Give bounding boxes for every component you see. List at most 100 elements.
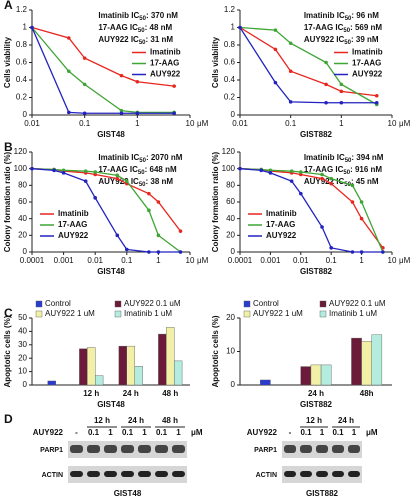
marker [125,247,129,252]
bar [79,348,88,386]
blot-band [316,471,328,477]
marker [115,173,120,178]
blot-band [155,471,168,477]
dose-label: 1 [176,428,181,437]
y-tick-label: 80 [18,180,27,189]
annotation-text: 17-AAG IC [304,165,344,174]
y-tick-label: 120 [222,147,236,156]
y-tick-label: 0 [23,247,28,256]
marker [374,100,379,105]
marker [268,171,273,175]
y-tick-label: 10 [226,347,235,356]
x-tick-label: 0.01 [87,256,103,265]
marker [156,200,161,204]
row-label: ACTIN [256,472,277,479]
line [31,168,181,253]
annotation: Imatinib IC50: 2070 nM [98,153,182,163]
bar [158,333,167,386]
dose-label: 1 [142,428,147,437]
y-tick-label: 1.2 [16,5,28,14]
x-axis-label: GIST882 [300,400,333,409]
dose-label: 1 [352,428,357,437]
bar [371,334,383,386]
bar [166,327,175,386]
y-axis-label: Colony formation ratio (%) [3,151,12,252]
marker [359,200,364,204]
x-tick-label: 10 [388,256,397,265]
marker [339,89,344,94]
marker [288,41,293,46]
annotation: 17-AAG IC50: 916 nM [304,165,383,175]
annotation-text: AUY922 IC [98,35,139,44]
blot-band [300,445,312,453]
y-tick-label: 100 [14,164,28,173]
bar [351,337,362,386]
y-tick-label: 0.2 [224,93,236,102]
annotation-sub: 50 [139,182,146,188]
x-tick-label: 0.001 [260,256,281,265]
marker [320,176,324,181]
marker [178,250,183,254]
cell-label: GIST882 [306,489,339,498]
legend-label: AUY922 [150,70,181,79]
y-tick-label: 60 [18,197,27,206]
time-label: 12 h [94,416,110,425]
blot-band [332,471,344,477]
annotation-text: : 2070 nM [146,153,183,162]
line [239,27,377,104]
blot-band [172,445,185,453]
marker [119,108,124,113]
marker [172,111,176,116]
blot-band [87,445,100,453]
legend-label: Imatinib [352,48,383,57]
marker [289,169,294,173]
annotation: Imatinib IC50: 394 nM [304,153,384,163]
blot-band [172,471,185,477]
y-tick-label: 0.6 [224,58,236,67]
bar [47,380,56,386]
x-tick-label: 10 [186,256,195,265]
annotation-text: AUY922 IC [304,177,345,186]
blot-band [348,445,360,453]
y-tick-label: 30 [18,340,27,349]
line [239,168,383,253]
annotation-sub: 50 [139,16,146,22]
y-tick-label: 0.8 [16,40,28,49]
line [239,26,378,106]
y-axis-label: Apoptotic cells (%) [3,315,12,387]
annotation-sub: 50 [343,28,350,34]
annotation-sub: 50 [139,40,146,46]
y-tick-label: 0.4 [16,75,28,84]
x-tick-label: 0.01 [293,256,309,265]
marker [359,216,364,221]
blot-band [348,471,360,477]
marker [52,168,56,173]
blot-band [121,445,134,453]
marker [299,191,303,196]
marker [288,100,293,104]
time-label: 24 h [128,416,144,425]
y-tick-label: 0.4 [224,75,236,84]
x-tick-label: 0.001 [54,256,75,265]
annotation-sub: 50 [344,40,351,46]
x-axis-label: GIST882 [300,130,333,139]
y-tick-label: 40 [18,214,27,223]
marker [320,172,324,177]
annotation-text: 17-AAG IC [98,165,138,174]
x-unit: μM [399,256,411,265]
legend-label: AUY922 0.1 uM [124,299,181,308]
marker [61,171,66,175]
y-tick-label: 20 [226,313,235,322]
annotation-text: AUY922 IC [304,35,345,44]
annotation: AUY922 IC50: 38 nM [98,177,173,187]
y-axis-label: Colony formation ratio (%) [211,151,220,252]
annotation-text: Imatinib IC [98,11,139,20]
x-unit: μM [399,119,411,128]
blot-band [138,445,151,453]
y-tick-label: 20 [226,230,235,239]
marker [93,170,97,174]
unit-label: μM [191,428,203,437]
x-tick-label: 0.01 [24,119,40,128]
annotation: Imatinib IC50: 370 nM [98,11,178,21]
annotation: Imatinib IC50: 96 nM [304,11,379,21]
